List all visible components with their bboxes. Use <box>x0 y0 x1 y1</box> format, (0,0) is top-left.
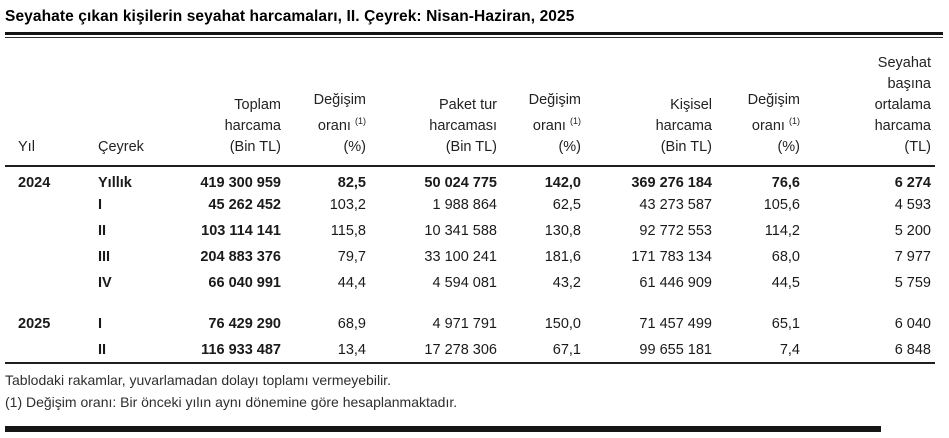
value-cell: 6 274 <box>894 175 931 191</box>
value-cell: 13,4 <box>337 341 366 358</box>
value-cell: 103,2 <box>329 197 366 213</box>
value-cell: 6 848 <box>894 341 931 358</box>
value-cell: 79,7 <box>337 249 366 265</box>
header-row: Yıl Çeyrek Toplam harcama (Bin TL) Değişim ora… <box>5 40 935 167</box>
travel-expenditure-table: Yıl Çeyrek Toplam harcama (Bin TL) Değişim ora… <box>5 40 935 364</box>
footnote-marker: (1) <box>570 116 581 127</box>
value-cell: 76,6 <box>771 175 800 191</box>
value-cell: 4 593 <box>894 197 931 213</box>
table-row: IV 66 040 991 44,4 4 594 081 43,2 61 446 909 4… <box>5 270 935 296</box>
col-header-paket-tur-harcamasi: Paket tur harcaması (Bin TL) <box>370 40 501 167</box>
value-cell: 50 024 775 <box>424 175 497 191</box>
quarter-cell: I <box>98 197 103 213</box>
year-cell: 2025 <box>18 316 51 332</box>
value-cell: 142,0 <box>544 175 581 191</box>
value-cell: 45 262 452 <box>208 197 281 213</box>
value-cell: 33 100 241 <box>424 249 497 265</box>
year-cell <box>5 244 85 270</box>
value-cell: 44,5 <box>771 275 800 291</box>
year-cell <box>5 270 85 296</box>
value-cell: 150,0 <box>544 316 581 332</box>
value-cell: 4 594 081 <box>432 275 497 291</box>
value-cell: 92 772 553 <box>639 223 712 239</box>
value-cell: 204 883 376 <box>200 249 281 265</box>
value-cell: 5 759 <box>894 275 931 291</box>
year-cell <box>5 218 85 244</box>
next-section-rule <box>5 426 881 432</box>
value-cell: 76 429 290 <box>208 316 281 332</box>
value-cell: 4 971 791 <box>432 316 497 332</box>
value-cell: 17 278 306 <box>424 341 497 358</box>
value-cell: 44,4 <box>337 275 366 291</box>
value-cell: 130,8 <box>544 223 581 239</box>
quarter-cell: III <box>98 249 111 265</box>
value-cell: 181,6 <box>544 249 581 265</box>
value-cell: 171 783 134 <box>631 249 712 265</box>
value-cell: 99 655 181 <box>639 341 712 358</box>
value-cell: 68,0 <box>771 249 800 265</box>
table-header: Yıl Çeyrek Toplam harcama (Bin TL) Değişim ora… <box>5 40 935 167</box>
footnote-marker: (1) <box>355 116 366 127</box>
value-cell: 61 446 909 <box>639 275 712 291</box>
value-cell: 115,8 <box>330 223 366 239</box>
quarter-cell: IV <box>98 275 112 291</box>
table-row: II 116 933 487 13,4 17 278 306 67,1 99 655 18… <box>5 337 935 363</box>
title-underline-rule <box>5 32 943 38</box>
value-cell: 67,1 <box>552 341 581 358</box>
table-row: 2025 I 76 429 290 68,9 4 971 791 150,0 71 457 … <box>5 311 935 337</box>
value-cell: 7 977 <box>894 249 931 265</box>
table-row: 2024 Yıllık 419 300 959 82,5 50 024 775 142,0… <box>5 166 935 192</box>
value-cell: 6 040 <box>894 316 931 332</box>
table-body: 2024 Yıllık 419 300 959 82,5 50 024 775 142,0… <box>5 166 935 363</box>
group-gap-row <box>5 296 935 311</box>
quarter-cell: II <box>98 341 107 358</box>
quarter-cell: I <box>98 316 103 332</box>
col-header-kisisel-harcama: Kişisel harcama (Bin TL) <box>585 40 716 167</box>
col-header-degisim-orani-paket: Değişim oranı (1) (%) <box>501 40 585 167</box>
footnote-rounding: Tablodaki rakamlar, yuvarlamadan dolayı … <box>5 372 391 388</box>
quarter-cell: Yıllık <box>98 175 132 191</box>
col-header-seyahat-basina-ortalama: Seyahat başına ortalama harcama (TL) <box>804 40 935 167</box>
page-title: Seyahate çıkan kişilerin seyahat harcama… <box>5 8 575 25</box>
col-header-yil: Yıl <box>5 40 85 167</box>
col-header-toplam-harcama: Toplam harcama (Bin TL) <box>167 40 285 167</box>
year-cell <box>5 192 85 218</box>
value-cell: 43,2 <box>552 275 581 291</box>
value-cell: 68,9 <box>337 316 366 332</box>
value-cell: 103 114 141 <box>201 223 281 239</box>
table-row: III 204 883 376 79,7 33 100 241 181,6 171 783… <box>5 244 935 270</box>
value-cell: 7,4 <box>779 341 800 358</box>
footnote-change-rate-definition: (1) Değişim oranı: Bir önceki yılın aynı… <box>5 393 458 410</box>
value-cell: 71 457 499 <box>639 316 712 332</box>
col-header-ceyrek: Çeyrek <box>85 40 167 167</box>
value-cell: 82,5 <box>337 175 366 191</box>
footnotes: Tablodaki rakamlar, yuvarlamadan dolayı … <box>5 370 943 413</box>
table-row: I 45 262 452 103,2 1 988 864 62,5 43 273 587 1… <box>5 192 935 218</box>
value-cell: 369 276 184 <box>631 175 712 191</box>
quarter-cell: II <box>98 223 107 239</box>
col-header-degisim-orani-toplam: Değişim oranı (1) (%) <box>285 40 370 167</box>
value-cell: 65,1 <box>771 316 800 332</box>
value-cell: 116 933 487 <box>201 341 281 358</box>
value-cell: 43 273 587 <box>639 197 712 213</box>
value-cell: 62,5 <box>552 197 581 213</box>
year-cell: 2024 <box>18 175 51 191</box>
value-cell: 10 341 588 <box>424 223 497 239</box>
col-header-degisim-orani-kisisel: Değişim oranı (1) (%) <box>716 40 804 167</box>
value-cell: 114,2 <box>764 223 800 239</box>
value-cell: 5 200 <box>894 223 931 239</box>
footnote-marker: (1) <box>789 116 800 127</box>
year-cell <box>5 337 85 363</box>
value-cell: 105,6 <box>763 197 800 213</box>
table-row: II 103 114 141 115,8 10 341 588 130,8 92 772 … <box>5 218 935 244</box>
value-cell: 66 040 991 <box>208 275 281 291</box>
value-cell: 419 300 959 <box>200 175 281 191</box>
value-cell: 1 988 864 <box>432 197 497 213</box>
